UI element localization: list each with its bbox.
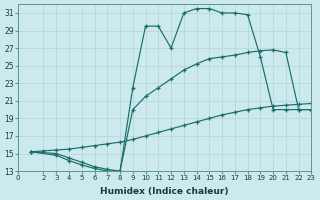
X-axis label: Humidex (Indice chaleur): Humidex (Indice chaleur) bbox=[100, 187, 229, 196]
